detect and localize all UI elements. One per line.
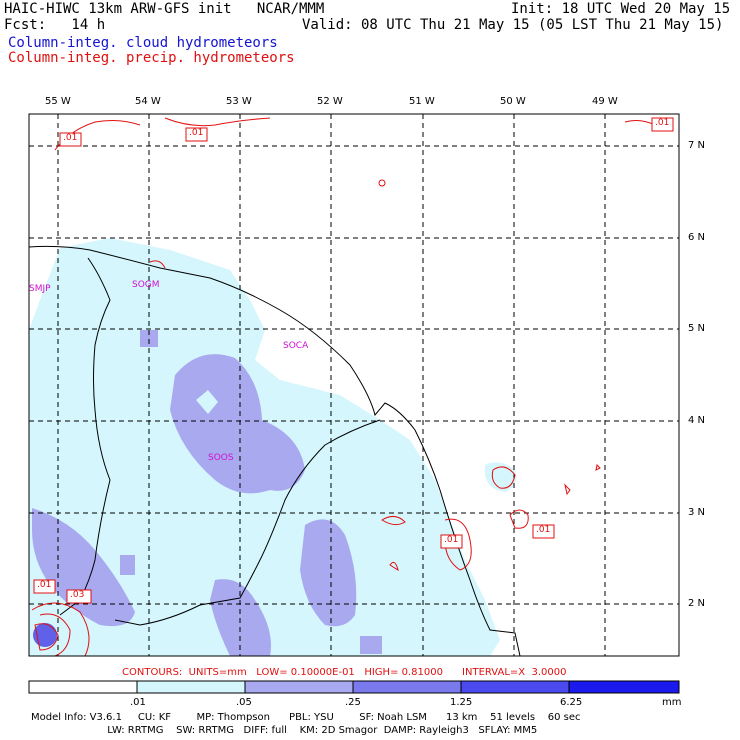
- lon-label-55w: 55 W: [45, 96, 71, 107]
- colorbar-tick: 1.25: [450, 697, 473, 708]
- map-frame: [28, 113, 680, 657]
- lat-label-7n: 7 N: [688, 140, 706, 151]
- contour-label: .01: [189, 128, 204, 138]
- valid-time: Valid: 08 UTC Thu 21 May 15 (05 LST Thu …: [302, 17, 724, 33]
- station-label-soos: SOOS: [208, 453, 234, 463]
- colorbar-tick: .01: [130, 697, 146, 708]
- lat-label-5n: 5 N: [688, 323, 706, 334]
- forecast-hour: Fcst: 14 h: [4, 17, 106, 33]
- station-label-soca: SOCA: [283, 341, 309, 351]
- colorbar: [28, 680, 680, 694]
- lon-label-52w: 52 W: [317, 96, 343, 107]
- model-info-line1: Model Info: V3.6.1 CU: KF MP: Thompson P…: [31, 712, 581, 723]
- lat-lon-grid: [29, 114, 679, 656]
- cloud-legend-label: Column-integ. cloud hydrometeors: [8, 35, 278, 51]
- lat-label-3n: 3 N: [688, 507, 706, 518]
- contour-info: CONTOURS: UNITS=mm LOW= 0.10000E-01 HIGH…: [122, 667, 567, 678]
- init-time: Init: 18 UTC Wed 20 May 15: [511, 1, 731, 17]
- colorbar-units: mm: [662, 697, 682, 708]
- colorbar-tick: .05: [236, 697, 252, 708]
- lon-label-53w: 53 W: [226, 96, 252, 107]
- contour-label-boxes: [33, 117, 674, 604]
- colorbar-tick: 6.25: [560, 697, 583, 708]
- lon-label-51w: 51 W: [409, 96, 435, 107]
- contour-label: .01: [37, 580, 52, 590]
- lat-label-4n: 4 N: [688, 415, 706, 426]
- lat-label-2n: 2 N: [688, 598, 706, 609]
- contour-label: .01: [536, 525, 551, 535]
- model-title: HAIC-HIWC 13km ARW-GFS init NCAR/MMM: [4, 1, 325, 17]
- lon-label-54w: 54 W: [135, 96, 161, 107]
- precip-legend-label: Column-integ. precip. hydrometeors: [8, 50, 295, 66]
- lon-label-49w: 49 W: [592, 96, 618, 107]
- contour-label: .01: [655, 118, 670, 128]
- station-label-sogm: SOGM: [132, 280, 160, 290]
- station-label-smjp: SMJP: [29, 284, 51, 294]
- model-info-line2: LW: RRTMG SW: RRTMG DIFF: full KM: 2D Sm…: [31, 725, 538, 736]
- contour-label: .01: [444, 535, 459, 545]
- colorbar-tick: .25: [345, 697, 361, 708]
- lon-label-50w: 50 W: [500, 96, 526, 107]
- lat-label-6n: 6 N: [688, 232, 706, 243]
- cloud-shading-dark: [33, 623, 57, 647]
- contour-label: .01: [63, 133, 78, 143]
- contour-label: .03: [70, 590, 85, 600]
